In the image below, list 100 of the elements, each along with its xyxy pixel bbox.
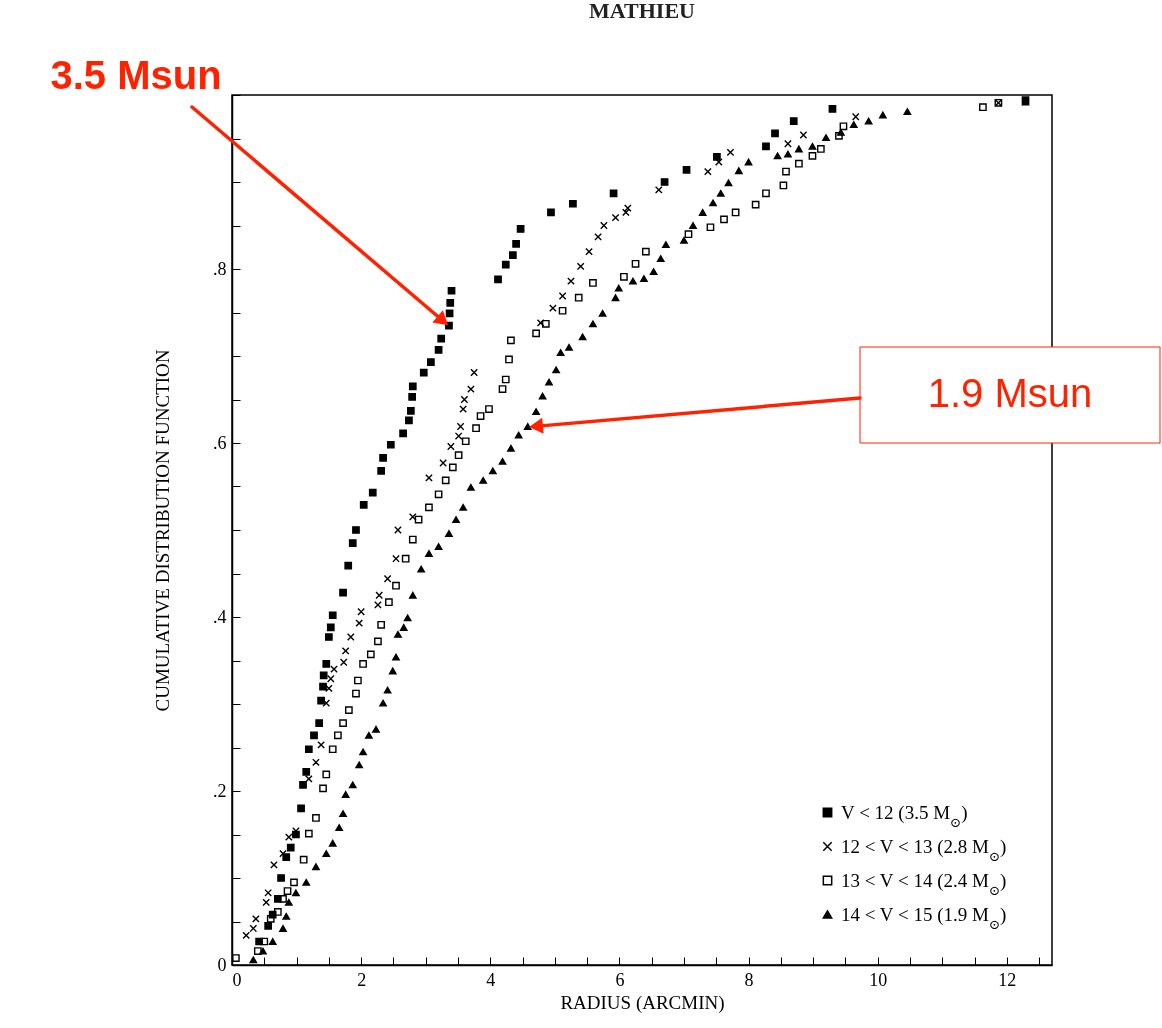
point: [368, 488, 377, 497]
point: [310, 731, 318, 740]
point: [304, 745, 313, 754]
point: [427, 358, 435, 366]
point: [315, 719, 324, 727]
point: [379, 453, 387, 462]
point: [547, 208, 555, 217]
y-tick-label: .2: [213, 780, 227, 801]
x-tick-label: 2: [357, 969, 367, 990]
point: [299, 781, 307, 789]
point: [252, 915, 260, 923]
point: [437, 334, 446, 343]
x-tick-label: 10: [869, 969, 888, 990]
x-tick-label: 4: [486, 969, 496, 990]
point: [654, 185, 663, 194]
point: [611, 213, 620, 222]
point: [242, 931, 251, 940]
point: [322, 660, 331, 668]
point: [326, 623, 335, 632]
point: [660, 178, 669, 186]
text: 3.5 Msun: [50, 53, 222, 97]
point: [324, 633, 333, 641]
point: [494, 275, 502, 284]
point: [330, 665, 338, 674]
point: [377, 466, 386, 475]
x-tick-label: 6: [615, 969, 625, 990]
point: [425, 473, 433, 482]
point: [623, 204, 632, 212]
point: [714, 158, 723, 166]
point: [447, 286, 456, 295]
point: [408, 393, 416, 401]
point: [549, 304, 557, 313]
point: [392, 554, 400, 563]
point: [789, 117, 798, 125]
point: [317, 741, 325, 749]
point: [341, 647, 350, 655]
point: [286, 843, 295, 852]
point: [726, 148, 735, 157]
point: [467, 385, 475, 393]
point: [609, 189, 618, 198]
legend-label: V < 12 (3.5 M$_{⊙}$): [841, 801, 968, 829]
point: [339, 588, 347, 597]
point: [375, 591, 384, 600]
point: [399, 429, 407, 438]
y-tick-label: 0: [217, 954, 227, 975]
point: [501, 260, 510, 269]
y-tick-label: .6: [213, 432, 227, 453]
point: [516, 225, 525, 233]
point: [317, 696, 325, 705]
x-axis-title: RADIUS (ARCMIN): [560, 991, 725, 1014]
point: [262, 898, 271, 907]
point: [509, 251, 517, 259]
point: [277, 874, 285, 882]
point: [374, 600, 382, 609]
point: [348, 539, 357, 547]
point: [319, 682, 327, 691]
point: [784, 139, 792, 148]
point: [270, 861, 278, 869]
point: [446, 299, 455, 307]
point: [339, 658, 348, 667]
point: [851, 112, 860, 121]
point: [359, 500, 368, 509]
point: [408, 382, 417, 391]
point: [304, 774, 313, 783]
point: [249, 924, 258, 933]
legend-label: 14 < V < 15 (1.9 M$_{⊙}$): [841, 903, 1007, 931]
x-tick-label: 8: [744, 969, 754, 990]
point: [386, 440, 395, 449]
point: [346, 633, 355, 641]
point: [459, 405, 468, 413]
point: [512, 239, 520, 248]
legend-label: 13 < V < 14 (2.4 M$_{⊙}$): [841, 869, 1007, 897]
point: [713, 152, 721, 161]
chart-title: MATHIEU: [589, 0, 696, 23]
point: [324, 684, 333, 693]
point: [357, 607, 365, 616]
point: [439, 459, 447, 467]
point: [567, 277, 575, 286]
point: [460, 395, 469, 404]
point: [682, 165, 691, 174]
x-tick-label: 0: [232, 969, 242, 990]
point: [434, 346, 443, 354]
annotation: 1.9 Msun: [927, 371, 1093, 415]
point: [312, 758, 320, 767]
point: [419, 368, 428, 377]
point: [297, 804, 305, 813]
point: [406, 406, 415, 415]
point: [594, 232, 602, 241]
point: [302, 768, 311, 776]
point: [264, 921, 273, 930]
point: [344, 561, 353, 570]
point: [569, 199, 577, 208]
y-axis-title: CUMULATIVE DISTRIBUTION FUNCTION: [152, 349, 173, 712]
point: [328, 611, 337, 620]
point: [326, 674, 335, 683]
point: [828, 105, 837, 113]
y-tick-label: .4: [213, 606, 227, 627]
point: [355, 619, 364, 627]
point: [383, 574, 392, 583]
point: [319, 671, 328, 680]
